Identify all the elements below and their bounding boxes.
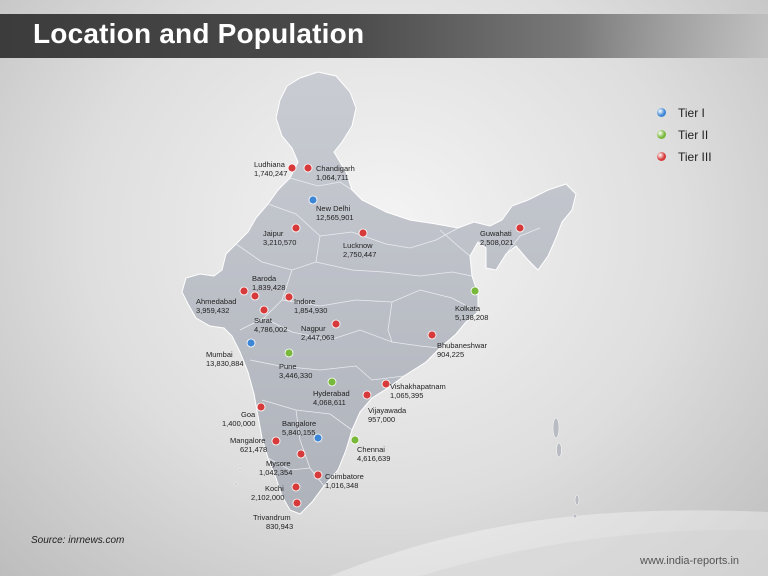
label-indore: Indore 1,854,930: [294, 297, 327, 315]
pin-pune[interactable]: [284, 348, 294, 358]
island-shapes: [234, 417, 580, 519]
label-chandigarh: Chandigarh 1,064,711: [316, 164, 355, 182]
pin-indore[interactable]: [284, 292, 294, 302]
label-guwahati: Guwahati 2,508,021: [480, 229, 513, 247]
india-mainland-shape: [181, 71, 577, 515]
label-chennai: Chennai 4,616,639: [357, 445, 390, 463]
label-bangalore: Bangalore 5,840,155: [282, 419, 316, 437]
pin-chennai[interactable]: [350, 435, 360, 445]
pin-lucknow[interactable]: [358, 228, 368, 238]
pin-kolkata[interactable]: [470, 286, 480, 296]
label-kochi: Kochi 2,102,000: [251, 484, 284, 502]
label-baroda: Baroda 1,839,428: [252, 274, 285, 292]
label-pune: Pune 3,446,330: [279, 362, 312, 380]
state-borders: [235, 177, 541, 487]
green-pin-icon: [657, 130, 666, 139]
label-ludhiana: Ludhiana 1,740,247: [254, 160, 287, 178]
legend-label: Tier III: [678, 150, 712, 164]
pin-bhubaneshwar[interactable]: [427, 330, 437, 340]
city-markers: [239, 163, 525, 508]
label-hyderabad: Hyderabad 4,068,611: [313, 389, 350, 407]
source-caption: Source: inrnews.com: [31, 535, 125, 546]
pin-jaipur[interactable]: [291, 223, 301, 233]
label-vishakhapatnam: Vishakhapatnam 1,065,395: [390, 382, 446, 400]
pin-hyderabad[interactable]: [327, 377, 337, 387]
pin-new-delhi[interactable]: [308, 195, 318, 205]
page-title: Location and Population: [33, 18, 365, 49]
pin-kochi[interactable]: [291, 482, 301, 492]
blue-pin-icon: [657, 108, 666, 117]
pin-chandigarh[interactable]: [303, 163, 313, 173]
label-jaipur: Jaipur 3,210,570: [263, 229, 296, 247]
pin-baroda[interactable]: [239, 286, 249, 296]
title-bar: Location and Population: [0, 14, 768, 58]
label-trivandrum: Trivandrum 830,943: [253, 513, 293, 531]
pin-vishakhapatnam[interactable]: [381, 379, 391, 389]
label-nagpur: Nagpur 2,447,063: [301, 324, 334, 342]
pin-goa[interactable]: [256, 402, 266, 412]
pin-ahmedabad[interactable]: [250, 291, 260, 301]
pin-mysore[interactable]: [296, 449, 306, 459]
label-mysore: Mysore 1,042,354: [259, 459, 292, 477]
pin-nagpur[interactable]: [331, 319, 341, 329]
pin-surat[interactable]: [259, 305, 269, 315]
website-watermark: www.india-reports.in: [640, 555, 740, 567]
pin-guwahati[interactable]: [515, 223, 525, 233]
pin-mangalore[interactable]: [271, 436, 281, 446]
legend-label: Tier II: [678, 128, 709, 142]
pin-ludhiana[interactable]: [287, 163, 297, 173]
red-pin-icon: [657, 152, 666, 161]
pin-coimbatore[interactable]: [313, 470, 323, 480]
city-labels: Ludhiana 1,740,247 Chandigarh 1,064,711 Ne…: [196, 160, 513, 531]
label-vijayawada: Vijayawada 957,000: [368, 406, 407, 424]
pin-mumbai[interactable]: [246, 338, 256, 348]
pin-trivandrum[interactable]: [292, 498, 302, 508]
label-lucknow: Lucknow 2,750,447: [343, 241, 376, 259]
pin-bangalore[interactable]: [313, 433, 323, 443]
label-surat: Surat 4,786,002: [254, 316, 287, 334]
label-coimbatore: Coimbatore 1,016,348: [325, 472, 364, 490]
label-ahmedabad: Ahmedabad 3,959,432: [196, 297, 236, 315]
label-kolkata: Kolkata 5,138,208: [455, 304, 488, 322]
label-mangalore: Mangalore 621,478: [230, 436, 267, 454]
label-mumbai: Mumbai 13,830,884: [206, 350, 244, 368]
label-new-delhi: New Delhi 12,565,901: [316, 204, 354, 222]
label-bhubaneshwar: Bhubaneshwar 904,225: [437, 341, 488, 359]
legend-label: Tier I: [678, 106, 705, 120]
pin-vijayawada[interactable]: [362, 390, 372, 400]
label-goa: Goa 1,400,000: [222, 410, 256, 428]
